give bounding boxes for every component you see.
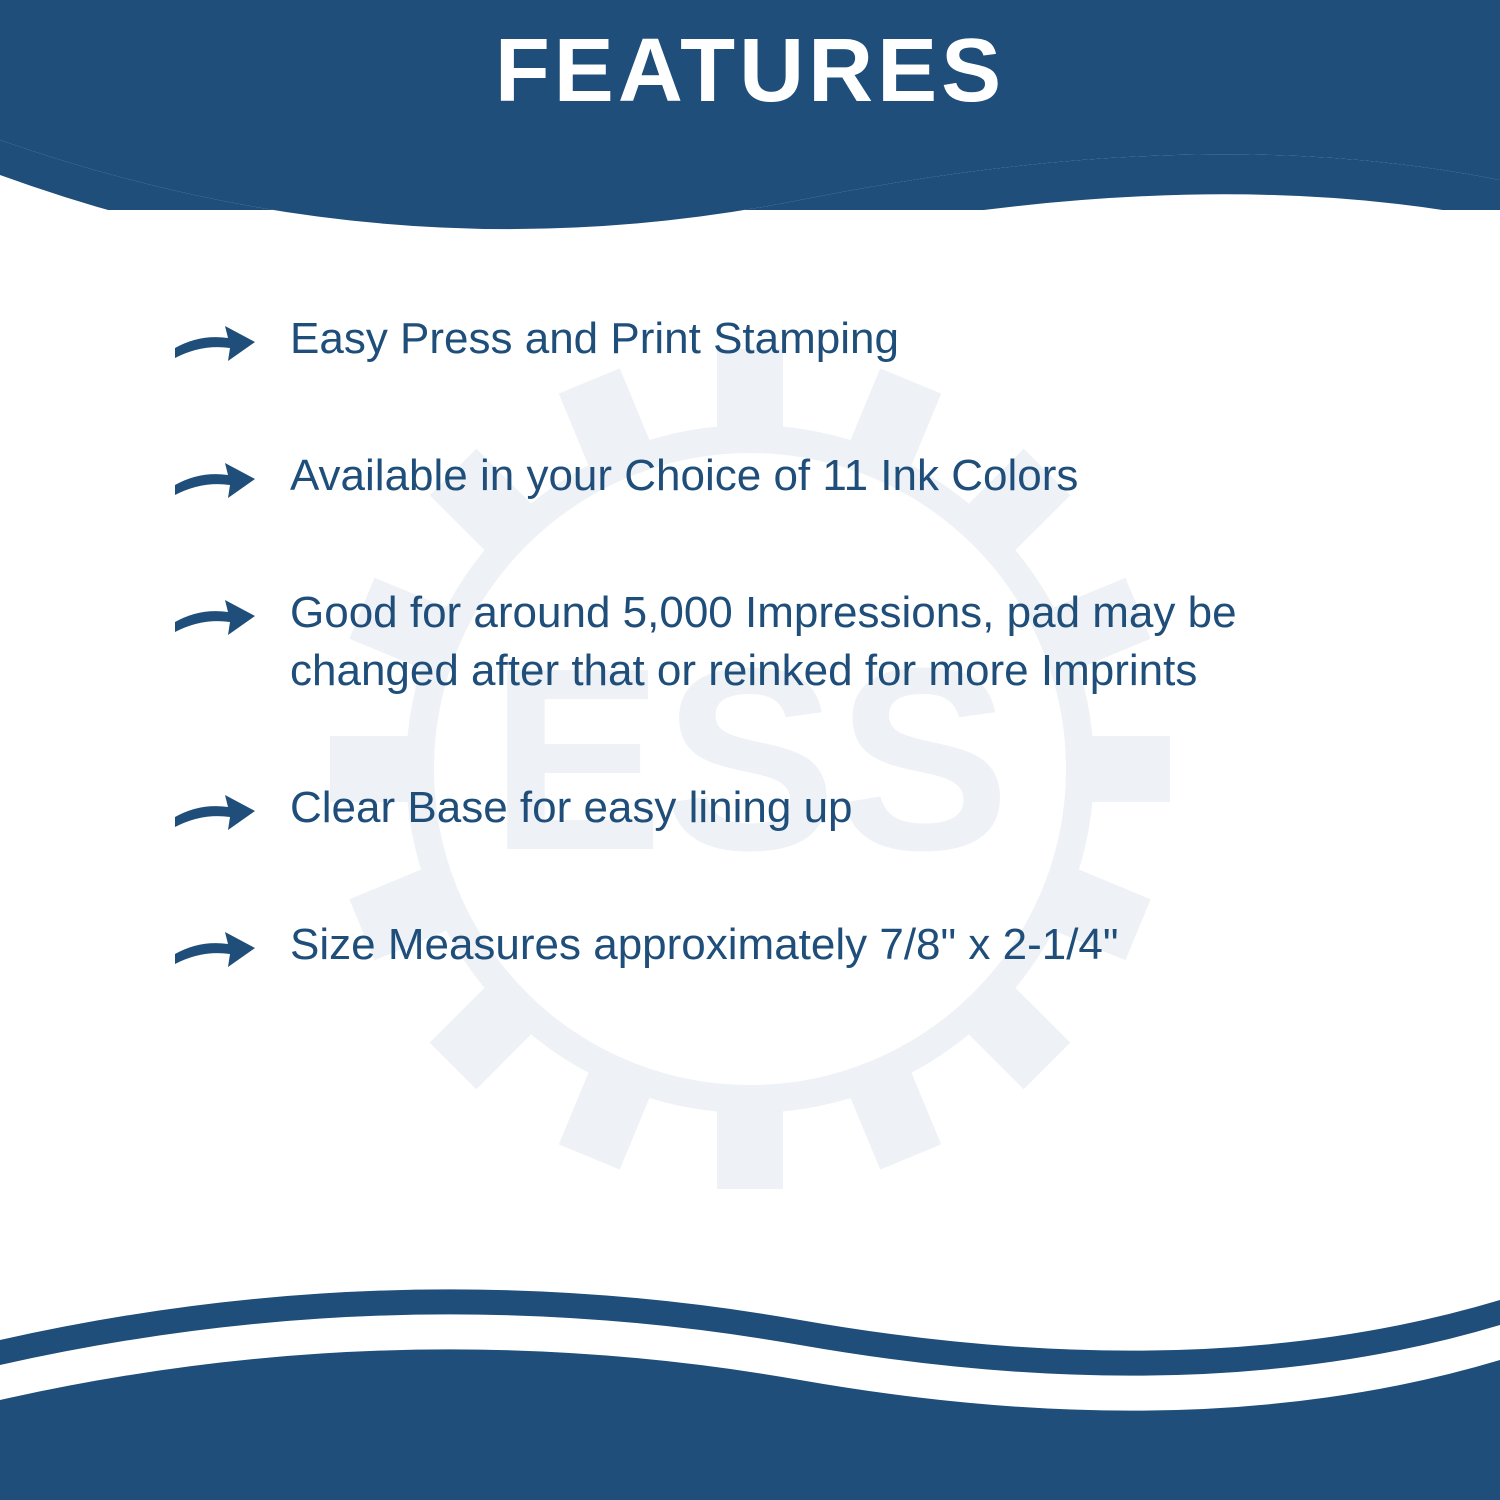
feature-item: Good for around 5,000 Impressions, pad m… [170,584,1400,698]
feature-list: Easy Press and Print Stamping Available … [170,310,1400,1053]
feature-item: Easy Press and Print Stamping [170,310,1400,367]
feature-text: Clear Base for easy lining up [290,779,853,836]
bottom-wave-divider [0,1220,1500,1500]
feature-item: Available in your Choice of 11 Ink Color… [170,447,1400,504]
feature-text: Good for around 5,000 Impressions, pad m… [290,584,1400,698]
page-title: FEATURES [0,20,1500,123]
arrow-right-icon [170,785,260,835]
feature-text: Easy Press and Print Stamping [290,310,899,367]
arrow-right-icon [170,316,260,366]
feature-item: Clear Base for easy lining up [170,779,1400,836]
feature-text: Available in your Choice of 11 Ink Color… [290,447,1078,504]
feature-item: Size Measures approximately 7/8" x 2-1/4… [170,916,1400,973]
feature-text: Size Measures approximately 7/8" x 2-1/4… [290,916,1119,973]
arrow-right-icon [170,922,260,972]
arrow-right-icon [170,590,260,640]
arrow-right-icon [170,453,260,503]
